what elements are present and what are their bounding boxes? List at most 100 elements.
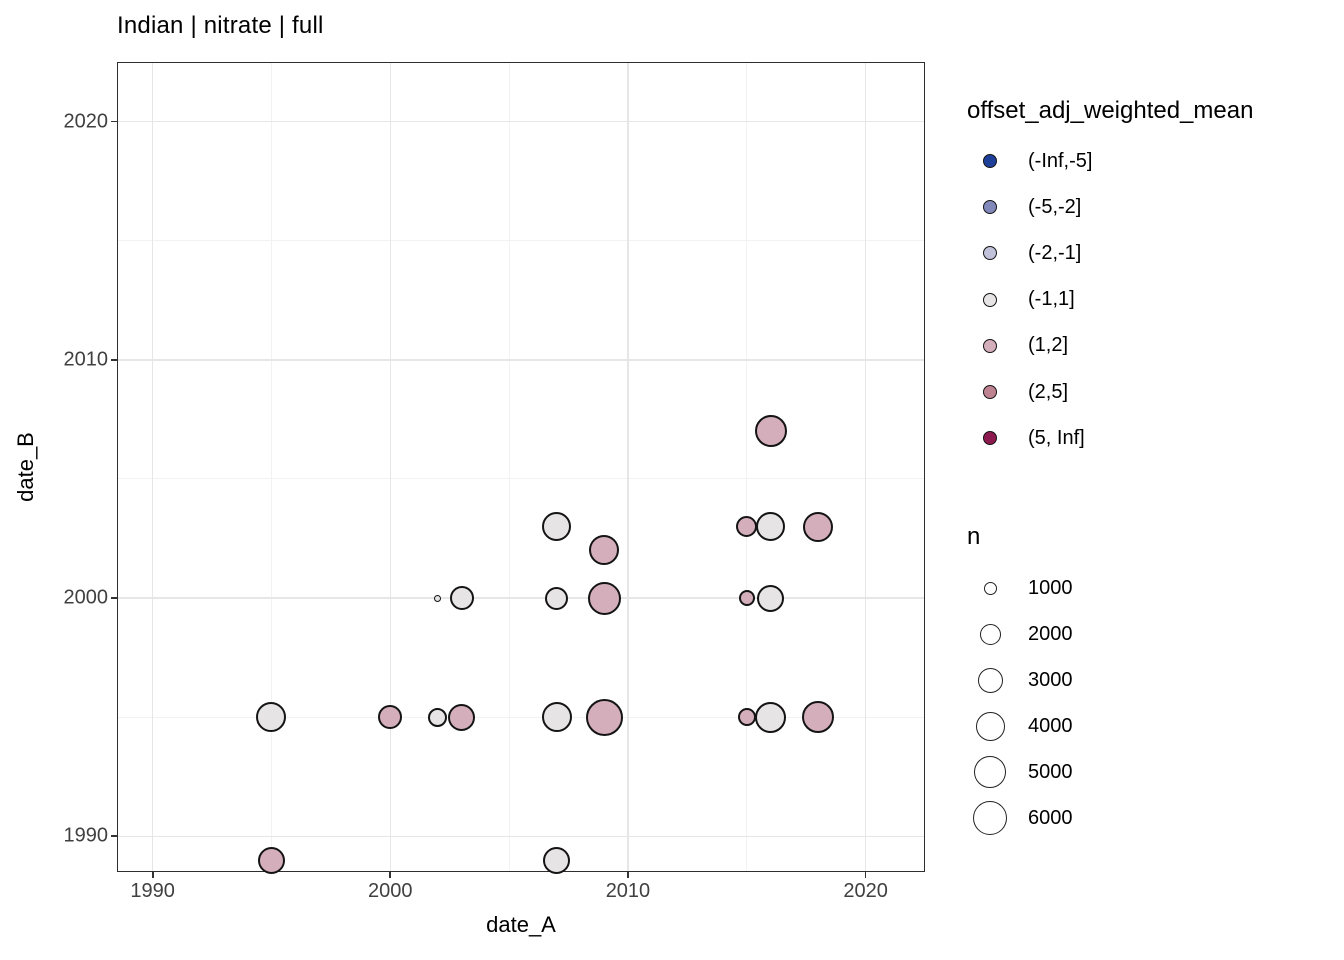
color-legend-swatch	[983, 246, 997, 261]
size-legend-label: 1000	[1028, 576, 1073, 599]
x-tick-mark	[151, 872, 154, 878]
color-legend-label: (1,2]	[1028, 334, 1069, 357]
data-point	[757, 584, 785, 612]
gridline-y-minor	[117, 478, 925, 480]
plot-panel-border	[117, 62, 925, 872]
data-point	[737, 708, 756, 727]
color-legend-item: (-Inf,-5]	[967, 138, 1092, 184]
y-tick-mark	[111, 835, 117, 838]
data-point	[257, 846, 285, 874]
data-point	[755, 701, 787, 733]
size-legend-label: 2000	[1028, 622, 1073, 645]
x-tick-label: 1990	[130, 880, 175, 902]
data-point	[543, 846, 571, 874]
color-legend-key	[967, 431, 1013, 446]
chart-title: Indian | nitrate | full	[117, 12, 324, 39]
color-legend-label: (5, Inf]	[1028, 426, 1085, 449]
gridline-x-major	[151, 62, 154, 872]
size-legend-label: 5000	[1028, 760, 1073, 783]
data-point	[256, 702, 287, 733]
x-tick-label: 2000	[368, 880, 413, 902]
gridline-x-major	[627, 62, 629, 872]
color-legend-swatch	[983, 200, 997, 215]
points-layer	[117, 62, 925, 874]
gridline-y-major	[117, 835, 925, 837]
size-legend-item: 2000	[967, 611, 1073, 657]
gridline-y-minor	[117, 716, 925, 718]
color-legend-swatch	[983, 154, 997, 168]
color-legend-swatch	[983, 292, 997, 307]
gridlines-layer	[117, 62, 925, 872]
gridline-y-major	[117, 597, 925, 599]
color-legend-item: (2,5]	[967, 369, 1068, 415]
color-legend-swatch	[983, 338, 997, 353]
y-tick-mark	[111, 358, 117, 361]
color-legend-label: (-Inf,-5]	[1028, 149, 1093, 172]
gridline-x-minor	[270, 62, 272, 872]
color-legend-label: (-5,-2]	[1028, 195, 1082, 218]
size-legend-title: n	[967, 523, 981, 550]
y-axis-title: date_B	[13, 432, 38, 502]
size-legend-label: 4000	[1028, 714, 1073, 737]
color-legend-key	[967, 246, 1013, 261]
size-legend-item: 4000	[967, 703, 1073, 749]
y-tick-label: 2000	[63, 586, 109, 609]
size-legend-item: 6000	[967, 795, 1073, 841]
color-legend-label: (-2,-1]	[1028, 241, 1082, 264]
gridline-x-major	[389, 62, 392, 872]
data-point	[545, 586, 569, 610]
color-legend-key	[967, 385, 1013, 399]
data-point	[449, 586, 474, 611]
gridline-y-minor	[117, 240, 925, 242]
size-legend-key	[967, 667, 1013, 693]
data-point	[378, 705, 403, 730]
y-tick-label: 2010	[63, 348, 109, 371]
data-point	[585, 698, 623, 736]
y-tick-mark	[111, 597, 117, 599]
size-legend-key	[967, 623, 1013, 645]
data-point	[448, 703, 476, 731]
color-legend-label: (-1,1]	[1028, 288, 1075, 311]
size-legend-item: 3000	[967, 657, 1073, 703]
size-legend-item: 5000	[967, 749, 1073, 795]
size-legend-label: 3000	[1028, 668, 1073, 691]
data-point	[803, 511, 834, 542]
x-tick-mark	[389, 872, 392, 878]
size-legend-key	[967, 581, 1013, 595]
gridline-x-major	[864, 62, 867, 872]
color-legend-swatch	[983, 385, 997, 399]
size-legend-item: 1000	[967, 565, 1073, 611]
data-point	[434, 594, 442, 602]
color-legend-key	[967, 292, 1013, 307]
color-legend-swatch	[983, 431, 997, 446]
gridline-x-minor	[746, 62, 748, 872]
y-tick-label: 1990	[63, 824, 109, 847]
size-legend-key	[967, 756, 1013, 788]
size-legend-key	[967, 801, 1013, 835]
size-legend-circle	[975, 711, 1005, 741]
data-point	[754, 415, 787, 448]
color-legend-title: offset_adj_weighted_mean	[967, 97, 1254, 124]
size-legend-label: 6000	[1028, 806, 1073, 829]
size-legend-circle	[973, 801, 1007, 835]
data-point	[738, 590, 755, 607]
data-point	[736, 516, 758, 538]
gridline-y-major	[117, 120, 925, 123]
color-legend-item: (-5,-2]	[967, 184, 1081, 230]
x-tick-mark	[864, 872, 867, 878]
size-legend-circle	[974, 756, 1006, 788]
x-tick-label: 2020	[843, 880, 888, 902]
data-point	[802, 701, 835, 734]
y-tick-label: 2020	[63, 110, 109, 133]
size-legend-circle	[979, 623, 1001, 645]
y-tick-mark	[111, 120, 117, 123]
size-legend-circle	[983, 581, 997, 595]
x-tick-label: 2010	[605, 880, 651, 902]
gridline-x-minor	[508, 62, 510, 872]
color-legend-key	[967, 200, 1013, 215]
size-legend-key	[967, 711, 1013, 741]
color-legend-item: (-2,-1]	[967, 230, 1081, 276]
data-point	[541, 702, 572, 733]
plot-panel-background	[117, 62, 925, 872]
